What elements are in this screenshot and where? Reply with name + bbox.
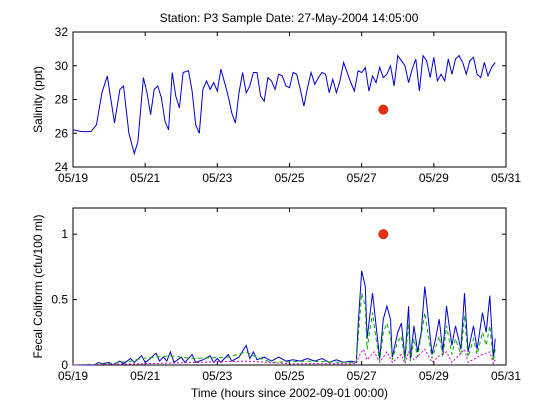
- y-tick-label: 32: [55, 25, 69, 39]
- x-tick-label: 05/27: [347, 369, 377, 383]
- x-tick-label: 05/25: [274, 171, 304, 185]
- x-tick-label: 05/21: [130, 369, 160, 383]
- y-axis-label: Salinity (ppt): [31, 66, 45, 133]
- x-tick-label: 05/19: [58, 171, 88, 185]
- y-tick-label: 24: [55, 160, 69, 174]
- series-line-0: [73, 270, 496, 366]
- axes-box: [72, 207, 507, 366]
- x-tick-label: 05/23: [202, 171, 232, 185]
- x-tick-label: 05/31: [491, 171, 521, 185]
- y-tick-label: 30: [55, 59, 69, 73]
- y-tick-label: 26: [55, 126, 69, 140]
- x-tick-label: 05/27: [347, 171, 377, 185]
- figure-title: Station: P3 Sample Date: 27-May-2004 14:…: [160, 11, 419, 25]
- sample-marker: [378, 104, 389, 115]
- x-tick-label: 05/21: [130, 171, 160, 185]
- axes-box: [72, 31, 507, 168]
- series-line-2: [72, 348, 496, 366]
- x-tick-label: 05/29: [419, 171, 449, 185]
- y-tick-label: 28: [55, 93, 69, 107]
- x-tick-label: 05/29: [419, 369, 449, 383]
- fecal-coliform-axes: 05/19 05/21 05/23 05/25 05/27 05/29 05/31 0 0.5 1…: [31, 207, 521, 400]
- x-tick-label: 05/19: [58, 369, 88, 383]
- series-line-0: [72, 54, 496, 156]
- y-tick-label: 0: [61, 358, 68, 372]
- y-axis-label: Fecal Coliform (cfu/100 ml): [31, 214, 45, 358]
- y-tick-label: 1: [61, 227, 68, 241]
- salinity-axes: 05/19 05/21 05/23 05/25 05/27 05/29 05/31 24 26 2…: [31, 25, 521, 185]
- y-tick-label: 0.5: [51, 293, 68, 307]
- x-axis-label: Time (hours since 2002-09-01 00:00): [191, 386, 388, 400]
- x-tick-label: 05/25: [274, 369, 304, 383]
- x-tick-label: 05/23: [202, 369, 232, 383]
- sample-marker: [378, 229, 389, 240]
- x-tick-label: 05/31: [491, 369, 521, 383]
- series-line-1: [72, 292, 496, 366]
